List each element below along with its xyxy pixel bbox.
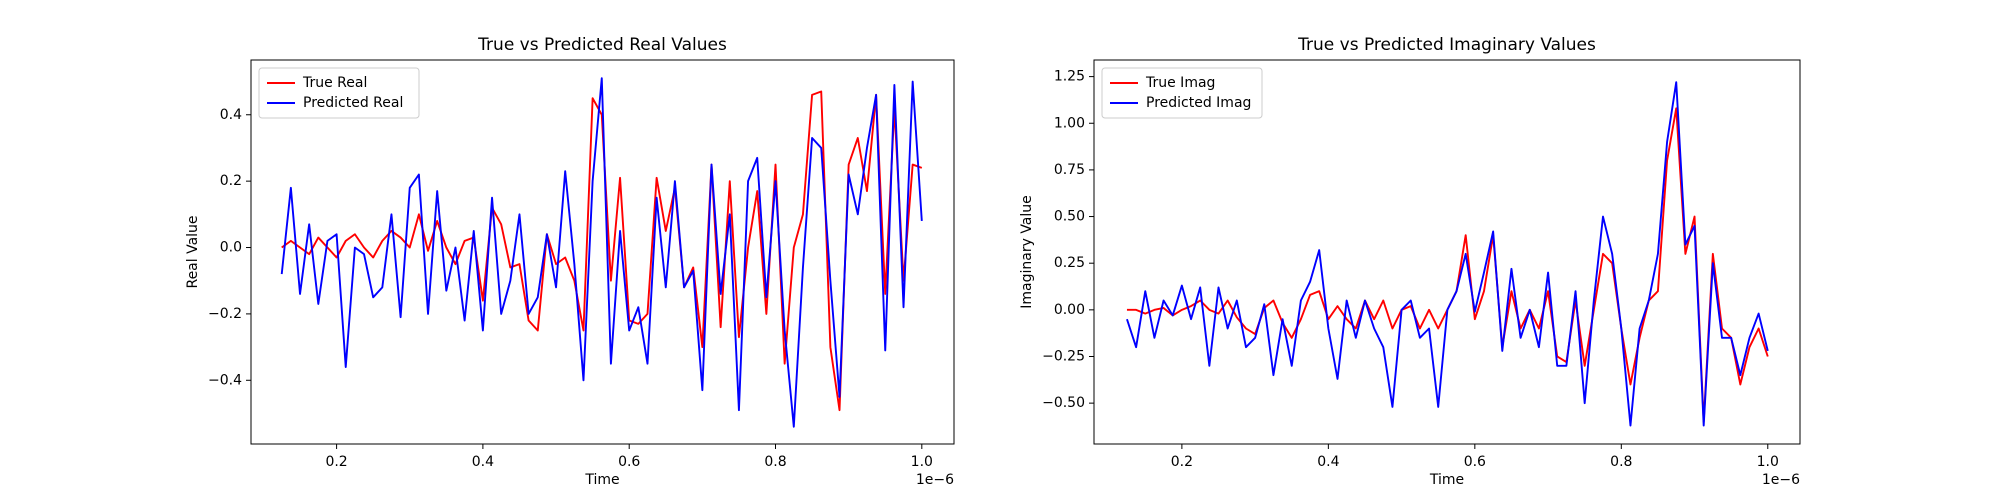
- x-offset-label: 1e−6: [916, 472, 954, 488]
- y-tick-label: −0.2: [208, 306, 242, 322]
- x-tick-label: 1.0: [1757, 454, 1779, 470]
- y-tick-label: 0.75: [1054, 162, 1085, 178]
- legend: True Imag Predicted Imag: [1101, 67, 1263, 119]
- data-line: [1126, 81, 1769, 427]
- data-line: [1126, 107, 1769, 423]
- data-line: [280, 77, 923, 428]
- y-tick-label: 0.4: [220, 107, 242, 123]
- legend: True Real Predicted Real: [258, 67, 420, 119]
- axes-frame: [250, 59, 955, 445]
- chart-title: True vs Predicted Real Values: [477, 35, 727, 55]
- y-tick-label: −0.50: [1042, 395, 1085, 411]
- y-tick-label: 0.50: [1054, 209, 1085, 225]
- y-tick-label: 1.25: [1054, 69, 1085, 85]
- y-tick-label: 1.00: [1054, 115, 1085, 131]
- y-tick-label: −0.4: [208, 372, 242, 388]
- legend-label: True Imag: [1145, 75, 1215, 91]
- x-tick-label: 1.0: [911, 454, 933, 470]
- x-tick-label: 0.2: [325, 454, 347, 470]
- x-axis-label: Time: [1429, 472, 1464, 488]
- x-tick-label: 0.8: [764, 454, 786, 470]
- y-tick-label: 0.0: [220, 240, 242, 256]
- plot: 0.2 0.4 0.6 0.8 1.0 −0.50 −0.25 0.00 0.25 0.50 0.7…: [1019, 35, 1801, 488]
- legend-label: Predicted Real: [303, 95, 403, 111]
- y-tick-label: 0.25: [1054, 255, 1085, 271]
- plot: 0.2 0.4 0.6 0.8 1.0 −0.4 −0.2 0.0 0.2 0.4 True vs …: [185, 35, 955, 488]
- y-tick-label: 0.2: [220, 173, 242, 189]
- x-tick-label: 0.2: [1171, 454, 1193, 470]
- legend-frame: [258, 67, 420, 119]
- data-line: [281, 90, 923, 412]
- chart-title: True vs Predicted Imaginary Values: [1297, 35, 1596, 55]
- y-tick-label: −0.25: [1042, 348, 1085, 364]
- y-axis-label: Real Value: [185, 215, 201, 288]
- x-offset-label: 1e−6: [1762, 472, 1800, 488]
- axes-frame: [1093, 59, 1801, 445]
- legend-frame: [1101, 67, 1263, 119]
- legend-label: True Real: [302, 75, 367, 91]
- x-axis-label: Time: [584, 472, 619, 488]
- x-tick-label: 0.6: [1464, 454, 1486, 470]
- y-tick-label: 0.00: [1054, 302, 1085, 318]
- x-tick-label: 0.4: [472, 454, 494, 470]
- x-tick-label: 0.8: [1610, 454, 1632, 470]
- y-axis-label: Imaginary Value: [1019, 195, 1035, 309]
- legend-label: Predicted Imag: [1146, 95, 1251, 111]
- x-tick-label: 0.6: [618, 454, 640, 470]
- x-tick-label: 0.4: [1317, 454, 1339, 470]
